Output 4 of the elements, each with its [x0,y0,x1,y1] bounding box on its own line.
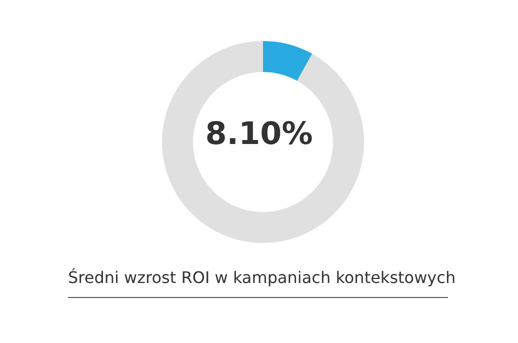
text: 8.10% [205,116,313,152]
donut-slice [162,41,364,243]
donut-slice [263,41,312,81]
text: Średni wzrost ROI w kampaniach kontekstowych [68,268,456,287]
